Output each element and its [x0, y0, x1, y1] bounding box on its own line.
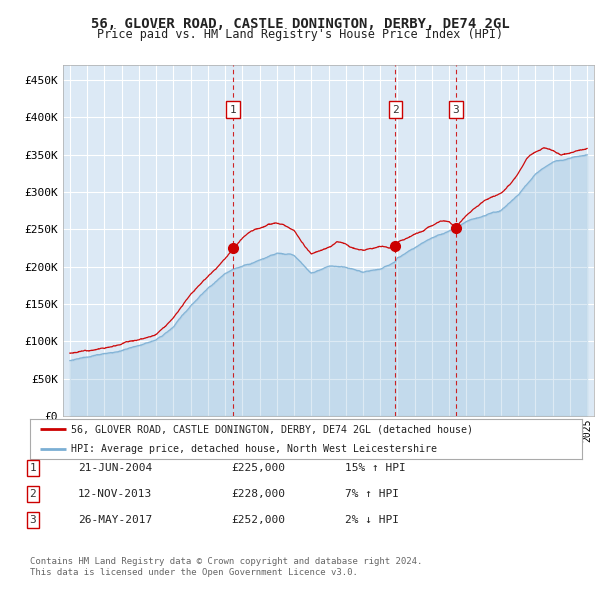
Text: 2% ↓ HPI: 2% ↓ HPI — [345, 515, 399, 525]
Text: 15% ↑ HPI: 15% ↑ HPI — [345, 463, 406, 473]
Text: 12-NOV-2013: 12-NOV-2013 — [78, 489, 152, 499]
Text: Price paid vs. HM Land Registry's House Price Index (HPI): Price paid vs. HM Land Registry's House … — [97, 28, 503, 41]
Text: HPI: Average price, detached house, North West Leicestershire: HPI: Average price, detached house, Nort… — [71, 444, 437, 454]
Text: £228,000: £228,000 — [231, 489, 285, 499]
Text: 1: 1 — [230, 104, 236, 114]
Text: 7% ↑ HPI: 7% ↑ HPI — [345, 489, 399, 499]
Text: 3: 3 — [29, 515, 37, 525]
Text: 56, GLOVER ROAD, CASTLE DONINGTON, DERBY, DE74 2GL (detached house): 56, GLOVER ROAD, CASTLE DONINGTON, DERBY… — [71, 424, 473, 434]
Text: 2: 2 — [392, 104, 398, 114]
Text: 3: 3 — [453, 104, 460, 114]
Text: £252,000: £252,000 — [231, 515, 285, 525]
Text: 1: 1 — [29, 463, 37, 473]
Text: 21-JUN-2004: 21-JUN-2004 — [78, 463, 152, 473]
Text: 56, GLOVER ROAD, CASTLE DONINGTON, DERBY, DE74 2GL: 56, GLOVER ROAD, CASTLE DONINGTON, DERBY… — [91, 17, 509, 31]
Text: Contains HM Land Registry data © Crown copyright and database right 2024.: Contains HM Land Registry data © Crown c… — [30, 557, 422, 566]
Text: £225,000: £225,000 — [231, 463, 285, 473]
Text: 2: 2 — [29, 489, 37, 499]
Text: This data is licensed under the Open Government Licence v3.0.: This data is licensed under the Open Gov… — [30, 568, 358, 577]
Text: 26-MAY-2017: 26-MAY-2017 — [78, 515, 152, 525]
